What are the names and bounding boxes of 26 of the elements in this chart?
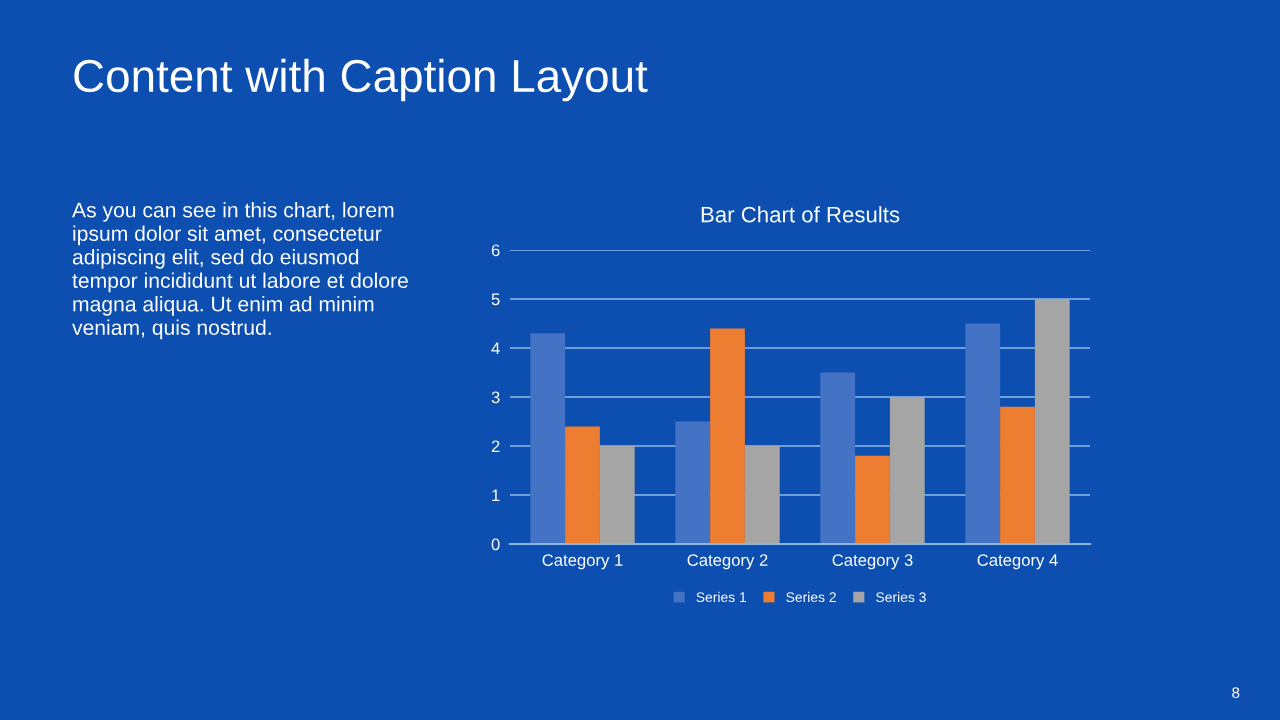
x-tick-label: Category 1 (542, 554, 623, 570)
bar (1034, 299, 1070, 544)
bar (820, 372, 856, 544)
bar (675, 421, 711, 544)
chart-title: Bar Chart of Results (701, 206, 900, 223)
text: Content with Caption Layout (74, 58, 648, 102)
y-tick-label: 2 (491, 440, 500, 453)
bar (710, 328, 745, 544)
bar (855, 455, 890, 544)
x-tick-label: Category 4 (977, 554, 1058, 570)
y-tick-label: 3 (491, 391, 500, 404)
bar (889, 397, 925, 544)
bar (565, 426, 600, 544)
x-tick-label: Category 3 (832, 554, 913, 570)
bar (530, 333, 566, 544)
y-tick-label: 0 (491, 538, 500, 551)
y-tick-label: 5 (491, 293, 500, 306)
bar (599, 446, 635, 544)
x-tick-label: Category 2 (687, 554, 768, 570)
y-tick-label: 1 (492, 489, 500, 502)
text: As you can see in this chart, lorem ipsum dolor sit amet, consectetur adipiscing elit, sed do eiusmod tempor incididunt ut labore et dolore magna aliqua. Ut enim ad minim veniam, quis nostrud. (72, 202, 408, 340)
bar (965, 323, 1001, 544)
bar (744, 446, 780, 544)
y-tick-label: 4 (491, 342, 500, 355)
y-tick-label: 6 (491, 244, 500, 257)
bar (1000, 406, 1035, 544)
